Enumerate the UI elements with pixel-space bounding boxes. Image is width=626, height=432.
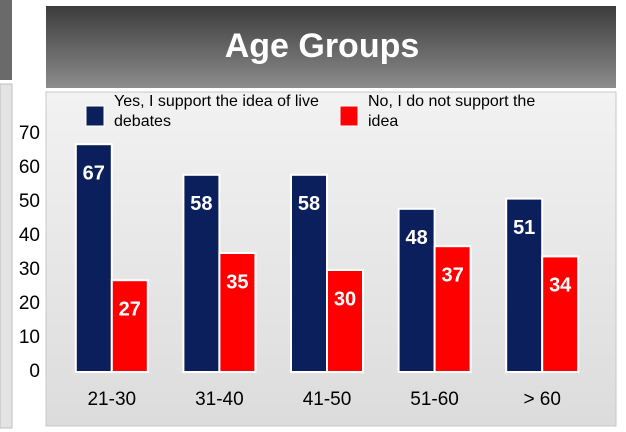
y-tick-label: 20	[19, 293, 40, 314]
bar	[182, 173, 221, 373]
legend-swatch	[339, 105, 359, 127]
bar	[541, 255, 580, 373]
data-label: 30	[334, 288, 356, 310]
bar	[326, 269, 364, 373]
bar	[74, 143, 113, 373]
bar	[218, 252, 257, 373]
y-tick-label: 50	[19, 191, 40, 212]
y-tick-label: 10	[19, 327, 40, 348]
legend-label: Yes, I support the idea of live debates	[114, 93, 319, 130]
data-label: 67	[83, 162, 105, 184]
legend-label-box: No, I do not support the idea	[368, 93, 536, 130]
y-tick-label: 30	[19, 259, 40, 280]
x-tick-label: 51-60	[410, 389, 459, 410]
chart-title: Age Groups	[225, 27, 420, 65]
bar	[110, 279, 149, 374]
x-tick-label: 21-30	[87, 389, 136, 410]
x-tick-label: 41-50	[303, 389, 352, 410]
y-tick-label: 0	[29, 361, 40, 382]
data-label: 58	[190, 193, 212, 215]
data-label: 58	[298, 193, 320, 215]
legend-swatch	[85, 105, 105, 127]
bar	[505, 197, 544, 373]
header	[46, 6, 616, 88]
side-panel-header	[0, 0, 12, 80]
side-panel	[0, 83, 13, 429]
bar	[290, 173, 328, 373]
data-label: 34	[549, 275, 572, 297]
bar	[397, 207, 436, 373]
data-label: 35	[226, 271, 248, 293]
x-tick-label: > 60	[523, 389, 561, 410]
legend-label-box: Yes, I support the idea of live debates	[114, 93, 319, 130]
y-tick-label: 40	[19, 225, 40, 246]
y-tick-label: 70	[19, 123, 40, 144]
legend-label: No, I do not support the idea	[368, 93, 536, 130]
data-label: 48	[405, 227, 427, 249]
x-tick-label: 31-40	[195, 389, 244, 410]
data-label: 51	[513, 217, 535, 239]
bar	[433, 245, 472, 373]
data-label: 37	[441, 264, 463, 286]
data-label: 27	[119, 298, 141, 320]
y-tick-label: 60	[19, 157, 40, 178]
